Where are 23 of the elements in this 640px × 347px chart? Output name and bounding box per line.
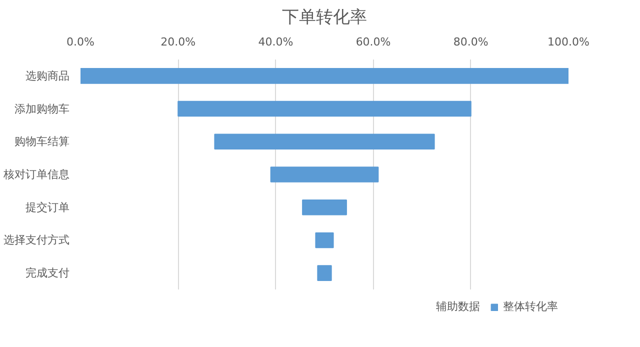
y-tick-label: 选购商品 <box>26 69 70 82</box>
bar <box>317 265 332 281</box>
bar <box>315 232 334 248</box>
bar <box>214 134 435 150</box>
bar <box>178 100 472 117</box>
y-tick-label: 核对订单信息 <box>2 168 70 181</box>
bar <box>80 68 568 84</box>
text: 辅助数据 <box>436 299 480 314</box>
x-tick-label: 60.0% <box>356 36 391 48</box>
bar <box>270 166 379 182</box>
y-tick-label: 选择支付方式 <box>4 234 70 247</box>
x-tick-label: 100.0% <box>548 36 590 48</box>
y-tick-label: 完成支付 <box>26 266 70 280</box>
x-tick-label: 0.0% <box>66 36 94 48</box>
chart-title: 下单转化率 <box>282 8 367 28</box>
x-tick-label: 20.0% <box>160 36 196 48</box>
bar <box>302 199 347 216</box>
y-tick-label: 添加购物车 <box>14 102 70 116</box>
x-tick-label: 80.0% <box>453 36 488 48</box>
y-tick-label: 提交订单 <box>26 200 70 214</box>
x-tick-label: 40.0% <box>258 36 294 48</box>
y-tick-label: 购物车结算 <box>14 135 70 148</box>
legend-label: 整体转化率 <box>503 299 558 314</box>
